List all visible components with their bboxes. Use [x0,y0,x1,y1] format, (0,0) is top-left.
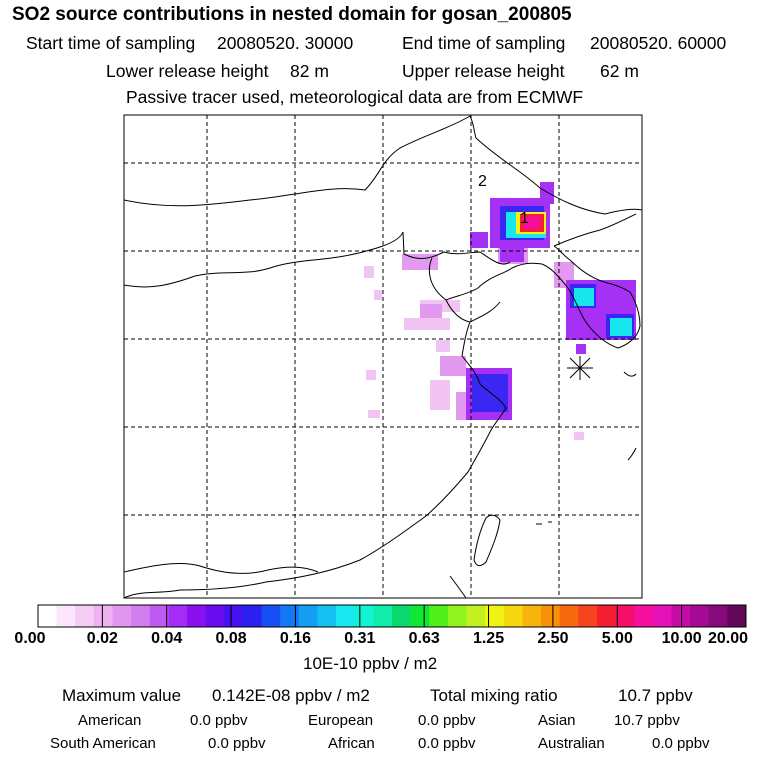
start-time-label: Start time of sampling [26,33,196,53]
lower-height-value: 82 m [290,61,329,81]
colorbar-cell-8 [187,605,207,627]
max-value: 0.142E-08 ppbv / m2 [212,686,370,705]
colorbar-cell-34 [671,605,691,627]
total-mixing-label: Total mixing ratio [430,686,558,705]
total-mixing-value: 10.7 ppbv [618,686,693,705]
colorbar [37,604,747,628]
colorbar-cell-18 [373,605,393,627]
colorbar-unit: 10E-10 ppbv / m2 [303,654,438,673]
colorbar-cell-2 [75,605,95,627]
colorbar-cell-9 [205,605,225,627]
colorbar-cell-12 [261,605,281,627]
colorbar-cell-11 [242,605,263,627]
colorbar-cell-31 [615,605,635,627]
colorbar-tick-label: 0.08 [215,630,247,647]
receptor-star-icon [567,356,593,380]
region-south-american-value: 0.0 ppbv [208,735,266,752]
chart-title: SO2 source contributions in nested domai… [12,4,572,25]
colorbar-cell-15 [317,605,337,627]
colorbar-tick-label: 0.16 [279,630,312,647]
colorbar-cell-27 [541,605,561,627]
colorbar-tick-label: 2.50 [537,630,569,647]
end-time-label: End time of sampling [402,33,566,53]
colorbar-tick-label: 0.00 [14,630,46,647]
coastlines [124,115,642,598]
region-american-name: American [78,712,142,729]
colorbar-tick-label: 0.02 [86,630,118,647]
region-australian-name: Australian [538,735,605,752]
colorbar-cell-35 [690,605,710,627]
colorbar-cell-4 [112,605,132,627]
region-south-american-name: South American [50,735,156,752]
colorbar-cell-29 [578,605,598,627]
tracer-note: Passive tracer used, meteorological data… [126,87,584,107]
region-african-name: African [328,735,375,752]
colorbar-tick-label: 0.04 [151,630,183,647]
map-frame [123,114,643,599]
lower-height-label: Lower release height [106,61,269,81]
colorbar-frame [37,604,747,628]
region-australian-value: 0.0 ppbv [652,735,710,752]
colorbar-cell-17 [354,605,374,627]
colorbar-cell-19 [392,605,412,627]
colorbar-tick-label: 5.00 [601,630,633,647]
colorbar-tick-label: 0.31 [344,630,376,647]
colorbar-cell-36 [708,605,728,627]
colorbar-cell-13 [280,605,300,627]
colorbar-cell-20 [410,605,430,627]
colorbar-cell-23 [466,605,486,627]
region-asian-value: 10.7 ppbv [614,712,680,729]
colorbar-cell-26 [522,605,542,627]
max-value-label: Maximum value [62,686,182,705]
colorbar-cell-24 [485,605,505,627]
grid-lines [124,115,642,598]
colorbar-cell-7 [168,605,188,627]
colorbar-cell-22 [447,605,468,627]
marker-2-label: 2 [478,173,487,190]
region-european-name: European [308,712,374,729]
colorbar-cell-0 [38,605,58,627]
colorbar-cell-32 [634,605,654,627]
colorbar-cell-25 [503,605,523,627]
plume-magenta-peak [524,216,540,229]
upper-height-label: Upper release height [402,61,565,81]
colorbar-cell-3 [93,605,114,627]
colorbar-tick-label: 20.00 [707,630,749,647]
colorbar-cell-37 [727,605,747,627]
upper-height-value: 62 m [600,61,639,81]
colorbar-cell-5 [131,605,151,627]
colorbar-cell-33 [652,605,672,627]
colorbar-cell-1 [56,605,76,627]
colorbar-tick-label: 1.25 [472,630,505,647]
colorbar-cell-28 [559,605,579,627]
region-african-value: 0.0 ppbv [418,735,476,752]
colorbar-cell-6 [149,605,169,627]
colorbar-cell-30 [596,605,617,627]
colorbar-cell-16 [336,605,356,627]
colorbar-cell-10 [224,605,244,627]
marker-1-label: 1 [520,210,529,227]
colorbar-cell-21 [429,605,449,627]
colorbar-tick-label: 10.00 [661,630,702,647]
plume-layer [124,115,642,598]
colorbar-tick-label: 0.63 [408,630,440,647]
start-time-value: 20080520. 30000 [217,33,354,53]
end-time-value: 20080520. 60000 [590,33,727,53]
region-american-value: 0.0 ppbv [190,712,248,729]
region-asian-name: Asian [538,712,576,729]
region-european-value: 0.0 ppbv [418,712,476,729]
colorbar-cell-14 [298,605,318,627]
